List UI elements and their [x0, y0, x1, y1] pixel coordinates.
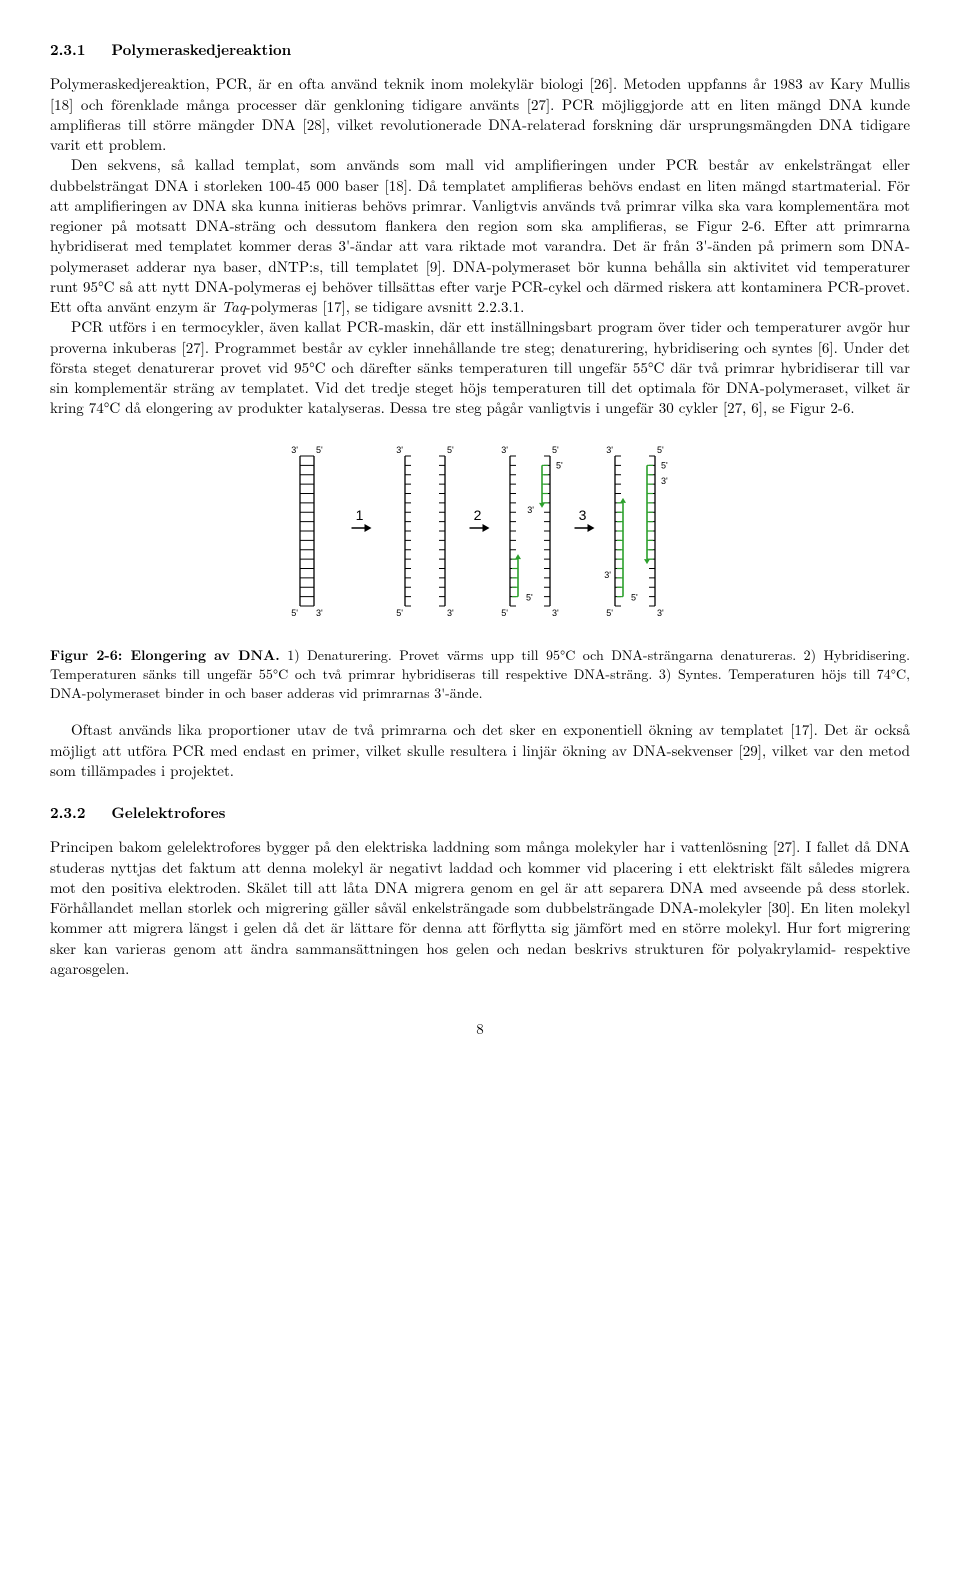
- svg-text:3': 3': [604, 569, 611, 579]
- svg-text:5': 5': [556, 460, 563, 470]
- svg-text:3': 3': [552, 608, 559, 618]
- page-number: 8: [50, 1019, 910, 1039]
- svg-text:5': 5': [661, 460, 668, 470]
- svg-text:5': 5': [396, 608, 403, 618]
- svg-text:5': 5': [501, 608, 508, 618]
- section-number: 2.3.1: [50, 39, 85, 60]
- section-title: Polymeraskedjereaktion: [111, 39, 291, 60]
- svg-text:5': 5': [316, 445, 323, 455]
- svg-text:3': 3': [606, 445, 613, 455]
- paragraph-gel: Principen bakom gelelektrofores bygger p…: [50, 837, 910, 979]
- paragraph-1: Polymeraskedjereaktion, PCR, är en ofta …: [50, 74, 910, 155]
- svg-text:3': 3': [661, 476, 668, 486]
- paragraph-4: Oftast används lika proportioner utav de…: [50, 720, 910, 781]
- svg-text:5': 5': [291, 608, 298, 618]
- svg-text:3': 3': [447, 608, 454, 618]
- figure-label: Figur 2-6: Elongering av DNA.: [50, 645, 280, 665]
- svg-text:5': 5': [606, 608, 613, 618]
- svg-text:5': 5': [631, 592, 638, 602]
- section-heading-gel: 2.3.2 Gelelektrofores: [50, 803, 910, 823]
- svg-text:3': 3': [396, 445, 403, 455]
- section-heading-pcr: 2.3.1 Polymeraskedjereaktion: [50, 40, 910, 60]
- svg-text:5': 5': [447, 445, 454, 455]
- figure-2-6: 3' 5' 5' 3' 3' 5' 5' 3' 5' 3' 5' 3' 5' 5' 3' 5' 3' 5' 3' 3'…: [50, 441, 910, 636]
- svg-text:1: 1: [356, 507, 364, 523]
- section-title: Gelelektrofores: [111, 802, 225, 823]
- svg-text:2: 2: [474, 507, 482, 523]
- paragraph-2: Den sekvens, så kallad templat, som anvä…: [50, 155, 910, 317]
- svg-text:3': 3': [527, 504, 534, 514]
- figure-2-6-caption: Figur 2-6: Elongering av DNA. 1) Denatur…: [50, 646, 910, 703]
- svg-text:3': 3': [657, 608, 664, 618]
- svg-text:5': 5': [526, 592, 533, 602]
- section-number: 2.3.2: [50, 802, 85, 823]
- svg-text:3': 3': [316, 608, 323, 618]
- svg-text:3: 3: [579, 507, 587, 523]
- svg-text:5': 5': [552, 445, 559, 455]
- svg-text:5': 5': [657, 445, 664, 455]
- paragraph-3: PCR utförs i en termocykler, även kallat…: [50, 317, 910, 418]
- svg-text:3': 3': [291, 445, 298, 455]
- svg-text:3': 3': [501, 445, 508, 455]
- taq-italic: Taq: [222, 296, 246, 317]
